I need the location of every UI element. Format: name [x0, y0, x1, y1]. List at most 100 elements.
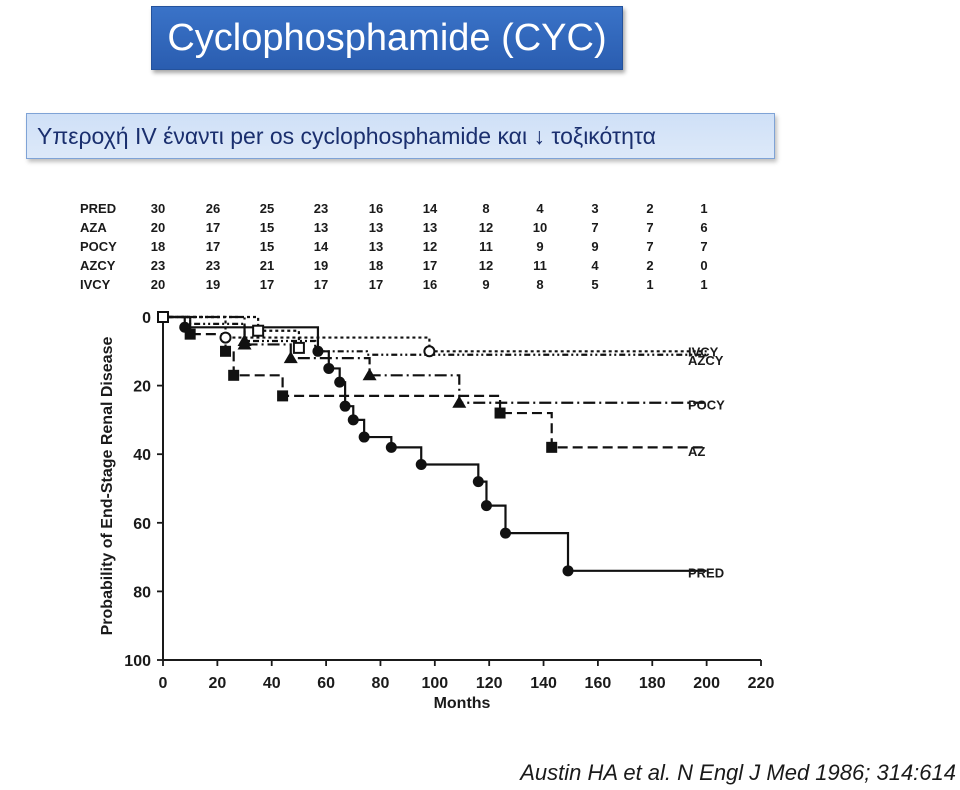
y-tick-label: 100 — [124, 653, 151, 670]
series-azcy — [163, 315, 707, 356]
at-risk-value: 7 — [591, 220, 598, 235]
at-risk-value: 19 — [314, 258, 328, 273]
at-risk-label-azcy: AZCY — [80, 258, 116, 273]
at-risk-value: 0 — [700, 258, 707, 273]
at-risk-value: 15 — [260, 220, 274, 235]
at-risk-value: 23 — [314, 201, 328, 216]
data-point-square — [220, 345, 232, 357]
at-risk-value: 12 — [423, 239, 437, 254]
data-point-circle — [472, 476, 484, 488]
at-risk-value: 12 — [479, 220, 493, 235]
at-risk-label-pred: PRED — [80, 201, 116, 216]
at-risk-label-pocy: POCY — [80, 239, 117, 254]
data-point-square — [494, 407, 506, 419]
at-risk-value: 17 — [369, 277, 383, 292]
at-risk-value: 15 — [260, 239, 274, 254]
y-tick-label: 0 — [142, 310, 151, 327]
y-tick-label: 80 — [133, 584, 151, 601]
at-risk-value: 9 — [591, 239, 598, 254]
at-risk-value: 19 — [206, 277, 220, 292]
at-risk-value: 14 — [314, 239, 329, 254]
x-tick-label: 220 — [748, 675, 775, 692]
series-line-pocy — [163, 315, 707, 404]
slide-title: Cyclophosphamide (CYC) — [167, 16, 607, 59]
at-risk-value: 4 — [536, 201, 544, 216]
series-ivcy — [163, 315, 707, 358]
series-unlabeled — [157, 311, 305, 354]
at-risk-value: 30 — [151, 201, 165, 216]
series-label-pred: PRED — [688, 566, 724, 581]
data-point-circle — [323, 362, 335, 374]
x-tick-label: 100 — [421, 675, 448, 692]
data-point-square — [546, 441, 558, 453]
at-risk-value: 9 — [536, 239, 543, 254]
at-risk-value: 17 — [206, 239, 220, 254]
at-risk-value: 17 — [423, 258, 437, 273]
at-risk-value: 1 — [700, 201, 707, 216]
at-risk-value: 11 — [479, 239, 493, 254]
at-risk-value: 20 — [151, 277, 165, 292]
data-point-square — [228, 369, 240, 381]
at-risk-value: 3 — [591, 201, 598, 216]
data-point-circle — [358, 431, 370, 443]
at-risk-value: 7 — [646, 239, 653, 254]
at-risk-value: 13 — [369, 220, 383, 235]
at-risk-value: 9 — [482, 277, 489, 292]
data-point-open-square — [157, 311, 169, 323]
at-risk-value: 2 — [646, 201, 653, 216]
at-risk-value: 4 — [591, 258, 599, 273]
y-axis-label: Probability of End-Stage Renal Disease — [99, 337, 116, 636]
at-risk-value: 16 — [369, 201, 383, 216]
chart-axes: 0 20 40 60 80 100 120 140 160 180 200 220 0 20 40 60 80 1… — [99, 310, 774, 712]
x-tick-label: 80 — [372, 675, 390, 692]
at-risk-value: 21 — [260, 258, 274, 273]
at-risk-value: 23 — [206, 258, 220, 273]
data-point-triangle — [362, 368, 377, 381]
series-label-ivcy: IVCY — [688, 344, 719, 359]
at-risk-value: 5 — [591, 277, 598, 292]
x-tick-label: 20 — [208, 675, 226, 692]
y-tick-label: 40 — [133, 447, 151, 464]
at-risk-value: 16 — [423, 277, 437, 292]
at-risk-value: 18 — [369, 258, 383, 273]
at-risk-value: 7 — [700, 239, 707, 254]
data-point-triangle — [237, 334, 252, 347]
at-risk-value: 23 — [151, 258, 165, 273]
data-point-open-circle — [219, 331, 232, 344]
data-point-circle — [347, 414, 359, 426]
at-risk-value: 17 — [206, 220, 220, 235]
x-tick-label: 40 — [263, 675, 281, 692]
data-point-circle — [385, 441, 397, 453]
title-box: Cyclophosphamide (CYC) — [151, 6, 623, 70]
data-point-square — [277, 390, 289, 402]
at-risk-value: 2 — [646, 258, 653, 273]
data-point-square — [184, 328, 196, 340]
at-risk-value: 17 — [260, 277, 274, 292]
x-tick-label: 180 — [639, 675, 666, 692]
at-risk-value: 13 — [314, 220, 328, 235]
series-layer — [157, 311, 707, 577]
at-risk-value: 10 — [533, 220, 547, 235]
at-risk-value: 11 — [533, 258, 547, 273]
at-risk-value: 25 — [260, 201, 274, 216]
data-point-open-square — [252, 324, 265, 337]
data-point-circle — [562, 565, 574, 577]
x-tick-label: 200 — [693, 675, 720, 692]
at-risk-value: 26 — [206, 201, 220, 216]
data-point-circle — [339, 400, 351, 412]
subtitle-box: Υπεροχή IV έναντι per os cyclophosphamid… — [26, 113, 775, 159]
slide-subtitle: Υπεροχή IV έναντι per os cyclophosphamid… — [37, 122, 656, 149]
data-point-open-circle — [423, 345, 436, 358]
at-risk-value: 6 — [700, 220, 707, 235]
series-line-az — [163, 315, 707, 449]
data-point-circle — [499, 527, 511, 539]
x-tick-label: 120 — [476, 675, 503, 692]
at-risk-value: 17 — [314, 277, 328, 292]
at-risk-value: 1 — [646, 277, 653, 292]
x-tick-label: 0 — [159, 675, 168, 692]
data-point-circle — [312, 345, 324, 357]
series-label-pocy: POCY — [688, 397, 725, 412]
at-risk-value: 20 — [151, 220, 165, 235]
